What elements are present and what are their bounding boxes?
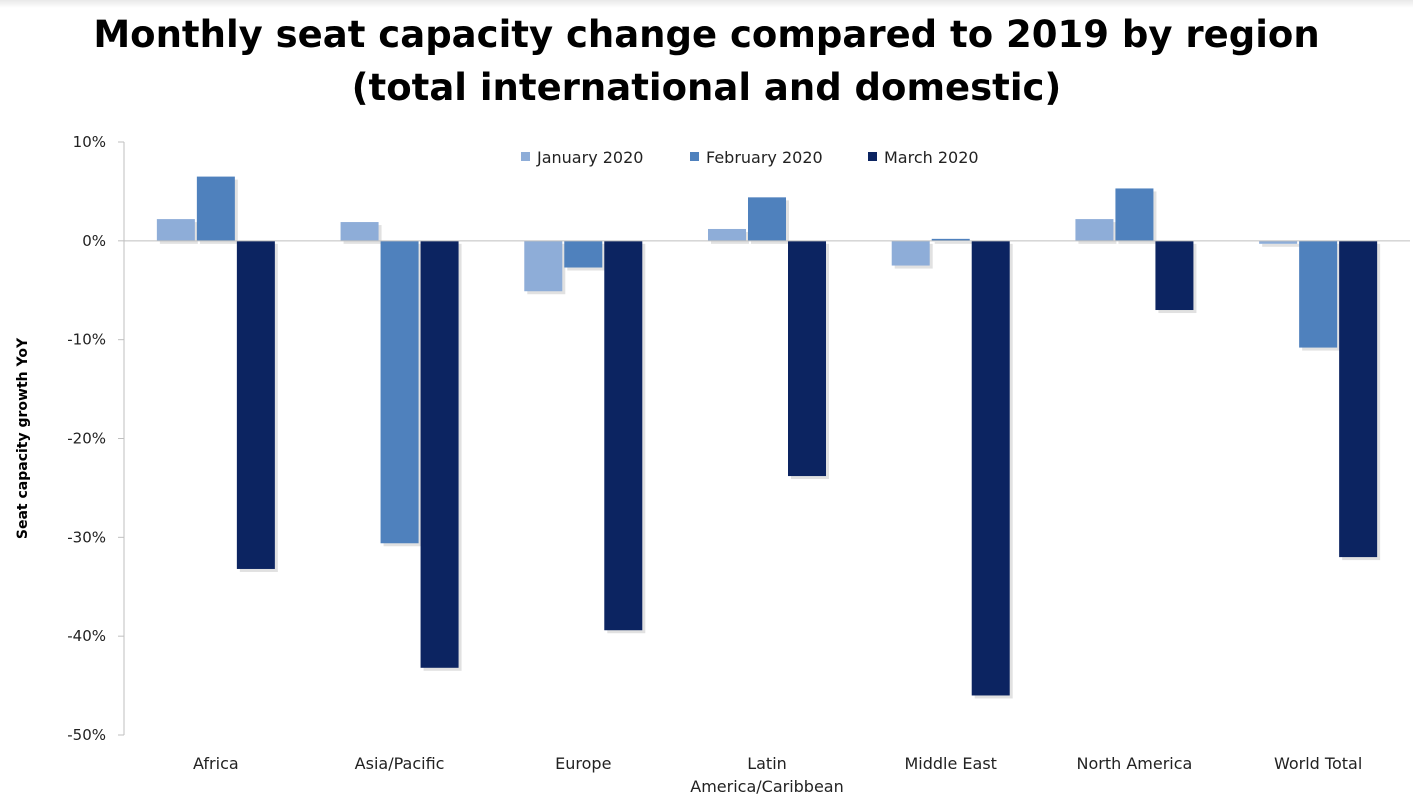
bar <box>196 176 235 241</box>
bar <box>1259 240 1298 244</box>
legend-label: March 2020 <box>884 148 979 167</box>
bar <box>1155 240 1194 311</box>
category-label: Middle East <box>904 754 996 773</box>
bar <box>1339 240 1378 558</box>
bar <box>788 240 826 477</box>
bar <box>1115 188 1154 241</box>
y-tick-label: -50% <box>67 726 106 744</box>
bar <box>380 240 419 544</box>
legend-swatch <box>690 152 699 161</box>
chart-title-line-2: (total international and domestic) <box>351 66 1062 109</box>
bar <box>748 197 786 241</box>
chart-title-line-1: Monthly seat capacity change compared to… <box>93 13 1320 56</box>
y-tick-label: -20% <box>67 430 106 448</box>
bar <box>420 240 459 668</box>
bar <box>340 222 379 241</box>
category-label: Africa <box>193 754 239 773</box>
top-strip <box>0 0 1413 8</box>
y-axis-title: Seat capacity growth YoY <box>15 337 31 539</box>
legend-label: January 2020 <box>536 148 643 167</box>
y-tick-label: 10% <box>73 133 106 151</box>
y-tick-label: 0% <box>82 232 106 250</box>
bar <box>236 240 275 569</box>
bar <box>564 240 603 268</box>
y-tick-label: -10% <box>67 331 106 349</box>
category-label: Latin <box>747 754 787 773</box>
bar <box>156 219 195 241</box>
category-label: Asia/Pacific <box>355 754 445 773</box>
bar <box>604 240 643 631</box>
legend-swatch <box>868 152 877 161</box>
bar <box>1075 219 1114 241</box>
chart-title: Monthly seat capacity change compared to… <box>0 8 1413 114</box>
y-tick-label: -40% <box>67 627 106 645</box>
category-label: North America <box>1077 754 1193 773</box>
category-label: America/Caribbean <box>690 777 844 796</box>
y-tick-label: -30% <box>67 528 106 546</box>
bar <box>1299 240 1338 348</box>
legend-swatch <box>521 152 530 161</box>
legend-label: February 2020 <box>706 148 823 167</box>
bar-shadow <box>1262 243 1301 247</box>
category-label: Europe <box>555 754 611 773</box>
bar <box>891 240 930 266</box>
bar <box>971 240 1010 696</box>
category-label: World Total <box>1274 754 1362 773</box>
bar <box>931 238 970 241</box>
bar <box>708 228 746 241</box>
bar-shadow <box>934 241 973 244</box>
bar <box>524 240 563 292</box>
